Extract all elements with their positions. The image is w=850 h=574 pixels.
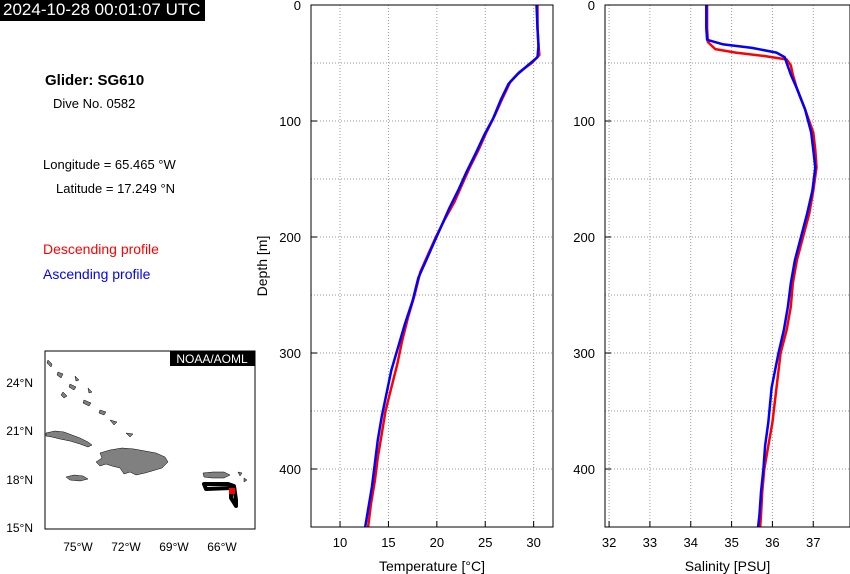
land-jamaica bbox=[65, 474, 89, 482]
x-tick-label: 36 bbox=[765, 535, 779, 550]
profile-line-ascending bbox=[705, 5, 817, 528]
y-tick-label: 300 bbox=[573, 346, 595, 361]
longitude-readout: Longitude = 65.465 °W bbox=[43, 157, 176, 172]
map-lat-label: 21°N bbox=[6, 424, 33, 438]
land-hispaniola bbox=[95, 447, 169, 476]
plot-frame bbox=[604, 4, 850, 528]
profile-line-ascending bbox=[363, 4, 540, 528]
y-axis-label: Depth [m] bbox=[254, 236, 270, 297]
inset-map: NOAA/AOML 24°N 21°N 18°N 15°N 75°W 72°W … bbox=[6, 350, 256, 554]
timestamp-label: 2024-10-28 00:01:07 UTC bbox=[0, 0, 205, 21]
x-tick-label: 35 bbox=[724, 535, 738, 550]
map-lat-label: 18°N bbox=[6, 473, 33, 487]
y-tick-label: 200 bbox=[573, 230, 595, 245]
legend-ascending: Ascending profile bbox=[43, 266, 151, 282]
x-axis-label: Temperature [°C] bbox=[379, 558, 485, 574]
x-tick-label: 32 bbox=[602, 535, 616, 550]
x-tick-label: 34 bbox=[684, 535, 698, 550]
x-tick-label: 20 bbox=[430, 535, 444, 550]
map-lat-label: 15°N bbox=[6, 521, 33, 535]
y-tick-label: 400 bbox=[573, 462, 595, 477]
x-tick-label: 25 bbox=[478, 535, 492, 550]
dive-number: Dive No. 0582 bbox=[53, 96, 136, 111]
glider-name: Glider: SG610 bbox=[45, 72, 145, 89]
y-tick-label: 100 bbox=[279, 114, 301, 129]
y-tick-label: 100 bbox=[573, 114, 595, 129]
plot-border bbox=[604, 4, 850, 528]
x-tick-label: 37 bbox=[806, 535, 820, 550]
map-lon-label: 75°W bbox=[63, 540, 93, 554]
land-bahamas bbox=[46, 359, 134, 438]
map-lon-label: 69°W bbox=[159, 540, 189, 554]
y-tick-label: 0 bbox=[588, 0, 595, 13]
y-tick-label: 400 bbox=[279, 462, 301, 477]
x-tick-label: 10 bbox=[333, 535, 347, 550]
map-lat-label: 24°N bbox=[6, 376, 33, 390]
map-credit: NOAA/AOML bbox=[176, 352, 248, 366]
map-lon-label: 72°W bbox=[111, 540, 141, 554]
x-tick-label: 30 bbox=[526, 535, 540, 550]
land-lesser-antilles bbox=[237, 471, 248, 483]
legend-descending: Descending profile bbox=[43, 241, 159, 257]
y-tick-label: 200 bbox=[279, 230, 301, 245]
map-frame bbox=[44, 350, 256, 530]
plot-border bbox=[310, 4, 554, 528]
land-cuba bbox=[45, 430, 93, 448]
latitude-readout: Latitude = 17.249 °N bbox=[56, 181, 176, 196]
x-axis-label: Salinity [PSU] bbox=[685, 558, 771, 574]
map-land bbox=[45, 359, 248, 483]
glider-position-marker bbox=[229, 488, 235, 494]
x-tick-label: 33 bbox=[643, 535, 657, 550]
land-puerto-rico bbox=[202, 471, 231, 479]
x-tick-label: 15 bbox=[381, 535, 395, 550]
plot-frame bbox=[310, 4, 554, 528]
glider-track bbox=[202, 482, 238, 508]
map-lon-label: 66°W bbox=[207, 540, 237, 554]
map-credit-box bbox=[170, 351, 255, 366]
y-tick-label: 300 bbox=[279, 346, 301, 361]
y-tick-label: 0 bbox=[294, 0, 301, 13]
